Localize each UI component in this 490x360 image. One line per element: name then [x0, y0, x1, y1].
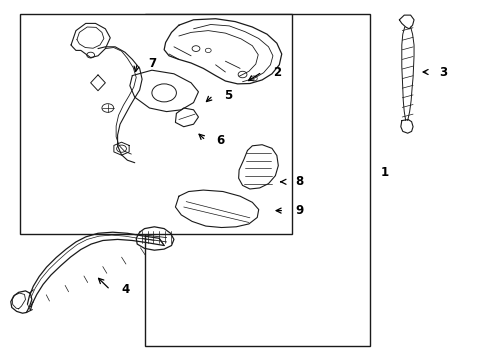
- Text: 1: 1: [381, 166, 389, 179]
- Text: 7: 7: [148, 57, 156, 69]
- Text: 6: 6: [217, 134, 225, 147]
- Text: 9: 9: [295, 204, 303, 217]
- Text: 8: 8: [295, 175, 303, 188]
- Text: 2: 2: [273, 66, 281, 78]
- Text: 5: 5: [224, 89, 232, 102]
- Bar: [20, 14, 292, 234]
- Text: 3: 3: [440, 66, 448, 78]
- Text: 4: 4: [121, 283, 129, 296]
- Bar: [145, 14, 370, 346]
